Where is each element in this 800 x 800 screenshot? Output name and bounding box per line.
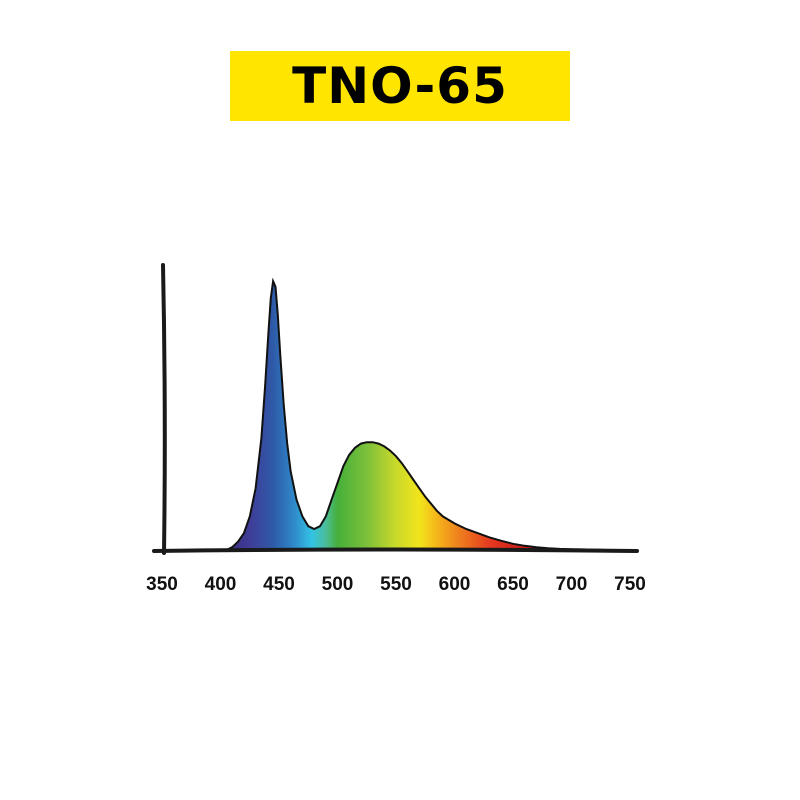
- x-tick-label: 450: [263, 574, 295, 595]
- x-tick-label: 600: [439, 574, 471, 595]
- x-tick-label: 350: [146, 574, 178, 595]
- x-axis-line: [152, 547, 639, 553]
- title-banner: TNO-65: [230, 51, 570, 121]
- x-tick-label: 750: [614, 574, 646, 595]
- x-tick-label: 650: [497, 574, 529, 595]
- spectrum-outline: [225, 277, 607, 551]
- x-tick-label: 700: [556, 574, 588, 595]
- x-tick-label: 550: [380, 574, 412, 595]
- chart-title: TNO-65: [292, 57, 508, 115]
- y-axis-line: [161, 263, 167, 555]
- x-tick-label: 500: [322, 574, 354, 595]
- x-tick-label: 400: [205, 574, 237, 595]
